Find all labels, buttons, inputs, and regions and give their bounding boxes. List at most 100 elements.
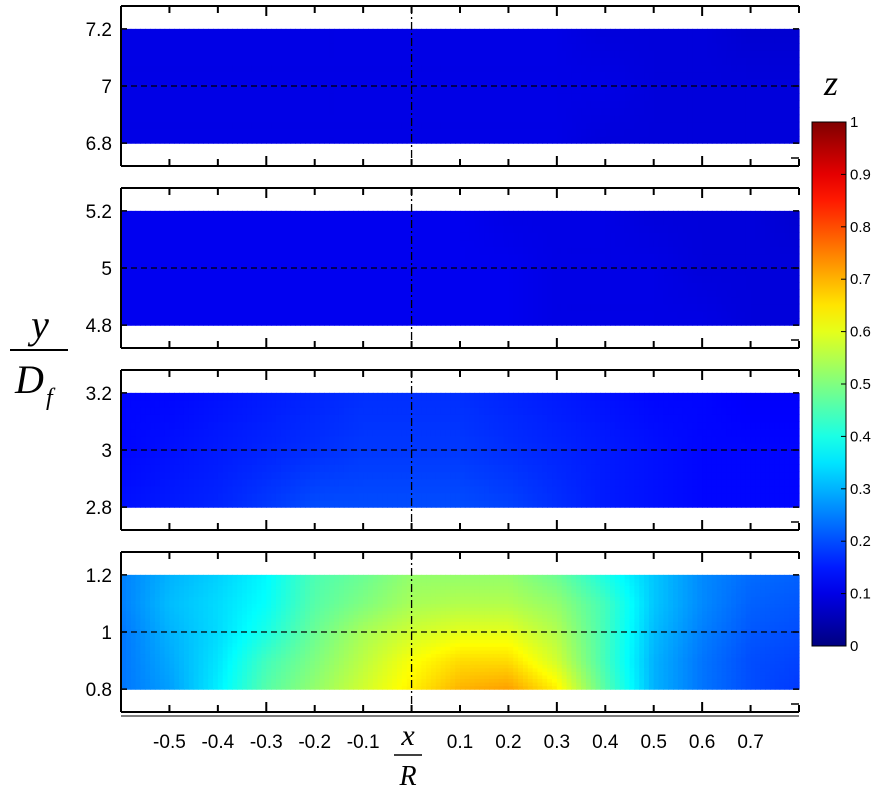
heat-cell <box>576 253 582 262</box>
heat-cell <box>537 275 543 283</box>
heat-cell <box>581 136 587 144</box>
heat-cell <box>706 485 713 494</box>
heat-cell <box>363 50 369 59</box>
heat-cell <box>430 218 437 226</box>
heat-cell <box>203 78 209 87</box>
heat-cell <box>430 268 437 276</box>
heat-cell <box>634 218 640 226</box>
heat-cell <box>300 232 306 241</box>
heat-cell <box>489 282 495 291</box>
heat-cell <box>130 485 137 494</box>
heat-cell <box>401 121 408 130</box>
heat-cell <box>174 492 180 501</box>
heat-cell <box>590 128 597 137</box>
heat-cell <box>585 210 592 219</box>
heat-cell <box>455 100 461 109</box>
heat-cell <box>464 43 471 51</box>
heat-cell <box>469 121 476 130</box>
heat-cell <box>590 296 597 305</box>
heat-cell <box>610 93 616 101</box>
heat-cell <box>774 28 781 37</box>
heat-cell <box>639 253 645 262</box>
heat-cell <box>687 485 694 494</box>
heat-cell <box>426 136 432 144</box>
heat-cell <box>740 86 747 94</box>
heat-cell <box>421 268 427 276</box>
heat-cell <box>518 43 524 51</box>
heat-cell <box>353 318 359 326</box>
heat-cell <box>203 50 209 59</box>
heat-cell <box>198 78 204 87</box>
heat-cell <box>406 492 413 501</box>
heat-cell <box>397 128 403 137</box>
heat-cell <box>130 253 137 262</box>
heat-cell <box>692 318 698 326</box>
heat-cell <box>527 232 534 241</box>
heat-cell <box>261 218 267 226</box>
heat-cell <box>392 260 398 269</box>
heat-cell <box>765 239 771 248</box>
heat-cell <box>426 318 432 326</box>
heat-cell <box>367 121 374 130</box>
heat-cell <box>711 303 718 312</box>
heat-cell <box>387 136 393 144</box>
heat-cell <box>639 78 645 87</box>
heat-cell <box>242 107 248 116</box>
heat-cell <box>682 296 689 305</box>
heat-cell <box>721 36 727 44</box>
heat-cell <box>503 114 510 123</box>
heat-cell <box>740 50 747 59</box>
heat-cell <box>392 114 398 123</box>
heat-cell <box>774 492 781 501</box>
heat-cell <box>590 107 597 116</box>
heat-cell <box>377 485 384 494</box>
heat-cell <box>188 253 195 262</box>
heat-cell <box>460 246 466 255</box>
heat-cell <box>484 310 490 319</box>
heat-cell <box>358 289 364 298</box>
heat-cell <box>164 218 171 226</box>
heat-cell <box>416 71 422 80</box>
heat-cell <box>503 107 510 116</box>
heat-cell <box>600 93 606 101</box>
heat-cell <box>561 78 568 87</box>
heat-cell <box>518 114 524 123</box>
heat-cell <box>629 296 635 305</box>
heat-cell <box>397 492 403 501</box>
heat-cell <box>164 114 171 123</box>
heat-cell <box>188 43 195 51</box>
heat-cell <box>644 107 650 116</box>
heat-cell <box>363 253 369 262</box>
heat-cell <box>256 114 263 123</box>
heat-cell <box>682 275 689 283</box>
heat-cell <box>334 225 340 233</box>
heat-cell <box>329 218 335 226</box>
heat-cell <box>377 136 384 144</box>
heat-cell <box>338 492 345 501</box>
heat-cell <box>581 318 587 326</box>
heat-cell <box>309 43 316 51</box>
heat-cell <box>750 50 757 59</box>
heat-cell <box>285 43 292 51</box>
heat-cell <box>489 492 495 501</box>
heat-cell <box>639 210 645 219</box>
heat-cell <box>624 296 631 305</box>
heat-cell <box>440 275 447 283</box>
heat-cell <box>590 100 597 109</box>
heat-cell <box>736 310 742 319</box>
heat-cell <box>232 218 238 226</box>
heat-cell <box>464 100 471 109</box>
heat-cell <box>440 239 447 248</box>
heat-cell <box>498 78 505 87</box>
heat-cell <box>585 268 592 276</box>
heat-cell <box>750 218 757 226</box>
heat-cell <box>503 253 510 262</box>
heat-cell <box>261 210 267 219</box>
heat-cell <box>261 303 267 312</box>
heat-cell <box>421 128 427 137</box>
heat-cell <box>518 100 524 109</box>
heat-cell <box>644 136 650 144</box>
heat-cell <box>203 136 209 144</box>
heat-cell <box>706 289 713 298</box>
heat-cell <box>653 86 660 94</box>
